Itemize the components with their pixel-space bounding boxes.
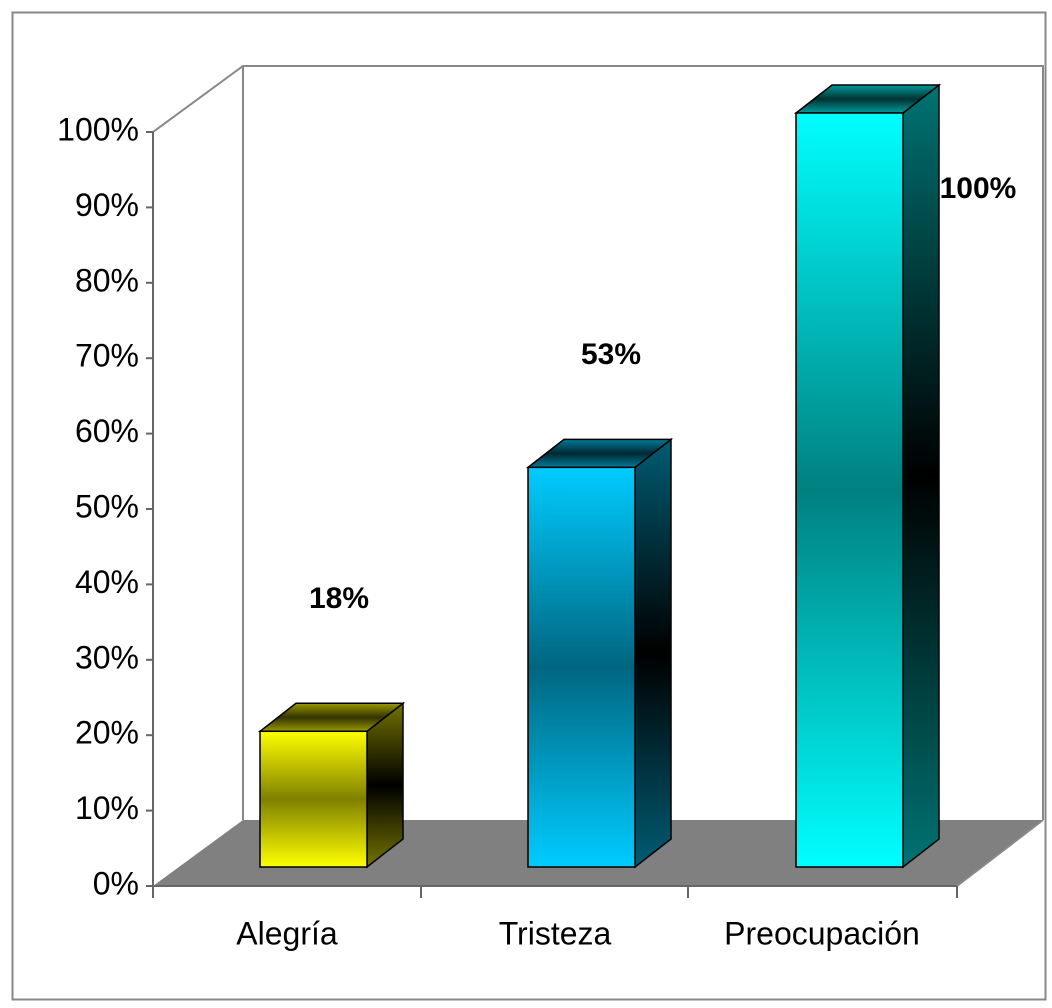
value-label: 53% (581, 338, 641, 371)
bar (525, 437, 674, 869)
bar (257, 701, 406, 869)
floor-edge (956, 819, 1044, 887)
y-tick-label: 40% (75, 564, 139, 600)
y-tick-label: 80% (75, 262, 139, 298)
bar-side (902, 83, 940, 869)
bar-front (259, 730, 368, 868)
x-tick-label: Alegría (236, 915, 338, 951)
value-label: 100% (940, 172, 1017, 205)
y-tick-label: 100% (57, 111, 139, 147)
y-tick-label: 20% (75, 715, 139, 751)
back-wall (152, 65, 1044, 820)
x-tick-label: Preocupación (724, 915, 920, 951)
category-separators (152, 886, 958, 898)
y-tick-label: 70% (75, 338, 139, 374)
y-tick-label: 30% (75, 639, 139, 675)
bar-front (527, 466, 636, 868)
y-tick-label: 90% (75, 187, 139, 223)
x-tick-label: Tristeza (499, 915, 612, 951)
y-tick-label: 0% (93, 865, 139, 901)
bar-side (634, 437, 672, 869)
y-tick-label: 50% (75, 488, 139, 524)
bar (793, 83, 942, 869)
value-label: 18% (309, 582, 369, 615)
y-tick-label: 60% (75, 413, 139, 449)
bar-front (795, 112, 904, 868)
y-tick-label: 10% (75, 790, 139, 826)
